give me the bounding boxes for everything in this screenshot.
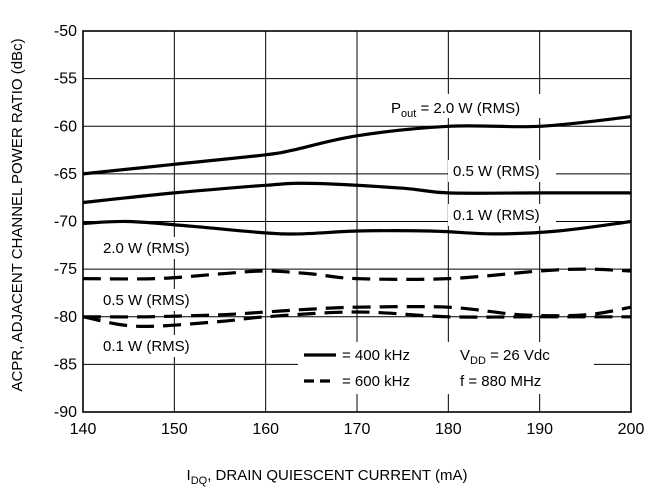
- x-axis-label-symbol: I: [187, 467, 191, 484]
- series-line-solid-0: [82, 115, 632, 176]
- annotation-solid-0-5w: 0.5 W (RMS): [453, 163, 540, 180]
- x-tick-label: 140: [70, 421, 97, 438]
- series-line-solid-2: [82, 219, 632, 236]
- annotation-pout-2w: Pout = 2.0 W (RMS): [391, 100, 520, 120]
- plot-frame: [82, 30, 632, 413]
- annotation-dashed-0-5w: 0.5 W (RMS): [103, 292, 190, 309]
- y-tick-label: -55: [54, 71, 77, 88]
- label-backgrounds: [98, 94, 594, 394]
- y-axis-label: ACPR, ADJACENT CHANNEL POWER RATIO (dBc): [9, 38, 26, 391]
- label-background: [98, 237, 218, 259]
- y-tick-label: -60: [54, 118, 77, 135]
- x-axis-label-text: , DRAIN QUIESCENT CURRENT (mA): [207, 467, 467, 484]
- annotation-pout-symbol: P: [391, 100, 401, 117]
- x-tick-label: 180: [435, 421, 462, 438]
- series-line-dashed-3: [82, 267, 632, 281]
- series-lines: [82, 115, 632, 329]
- series-line-dashed-5: [82, 310, 631, 329]
- x-tick-label: 200: [618, 421, 645, 438]
- y-tick-label: -65: [54, 166, 77, 183]
- vdd-condition: VDD = 26 Vdc: [460, 347, 550, 367]
- label-background: [298, 342, 456, 394]
- y-tick-label: -50: [54, 23, 77, 40]
- x-tick-label: 170: [344, 421, 371, 438]
- x-tick-label: 190: [526, 421, 553, 438]
- series-line-solid-1: [82, 181, 631, 205]
- annotation-solid-0-1w: 0.1 W (RMS): [453, 207, 540, 224]
- vdd-condition-text: = 26 Vdc: [486, 347, 550, 364]
- annotation-dashed-0-1w: 0.1 W (RMS): [103, 338, 190, 355]
- label-background: [386, 94, 558, 118]
- annotation-dashed-2w: 2.0 W (RMS): [103, 240, 190, 257]
- y-tick-label: -90: [54, 404, 77, 421]
- y-tick-label: -70: [54, 214, 77, 231]
- x-axis-label: IDQ, DRAIN QUIESCENT CURRENT (mA): [187, 467, 468, 487]
- label-background: [448, 204, 556, 226]
- label-background: [98, 289, 218, 311]
- annotation-pout-subscript: out: [401, 108, 416, 120]
- tick-labels: 140 150 160 170 180 190 200 -90 -85 -80 -75 -70 -65 -…: [54, 23, 645, 438]
- vdd-condition-symbol: V: [460, 347, 470, 364]
- y-tick-label: -75: [54, 261, 77, 278]
- label-background: [98, 335, 218, 357]
- annotation-pout-text: = 2.0 W (RMS): [416, 100, 520, 117]
- y-tick-label: -85: [54, 356, 77, 373]
- frequency-condition: f = 880 MHz: [460, 373, 541, 390]
- legend-dashed-label: = 600 kHz: [342, 373, 410, 390]
- vdd-condition-subscript: DD: [470, 355, 486, 367]
- x-axis-label-subscript: DQ: [191, 475, 208, 487]
- x-tick-label: 160: [252, 421, 279, 438]
- y-tick-label: -80: [54, 309, 77, 326]
- label-background: [448, 160, 556, 182]
- x-tick-label: 150: [161, 421, 188, 438]
- legend-solid-label: = 400 kHz: [342, 347, 410, 364]
- label-background: [454, 342, 594, 394]
- legend: = 400 kHz = 600 kHz: [304, 347, 410, 390]
